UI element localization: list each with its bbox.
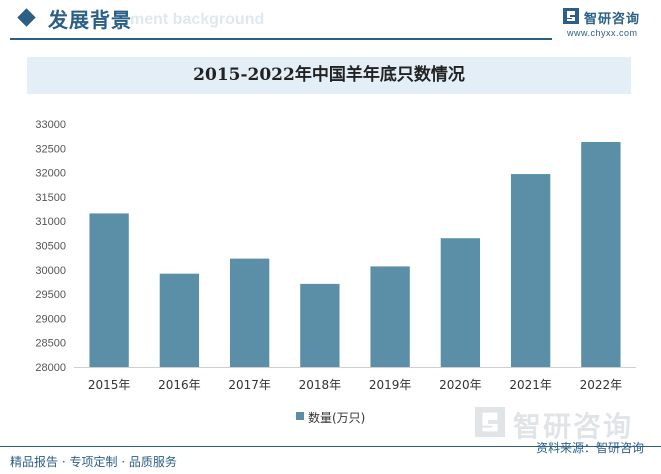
source-note: 资料来源：智研咨询 xyxy=(536,441,645,455)
logo-text: 智研咨询 xyxy=(584,12,641,27)
watermark-logo-icon xyxy=(475,407,505,437)
y-tick-label: 28000 xyxy=(35,362,66,374)
y-tick-label: 31000 xyxy=(35,216,66,228)
bars xyxy=(89,141,621,367)
y-tick-label: 33000 xyxy=(35,119,66,131)
bar-chart: 28000 28500 29000 29500 30000 30500 31000 31500… xyxy=(35,119,636,392)
x-tick-label: 2018年 xyxy=(299,378,342,392)
footer-slogan: 精品报告 · 专项定制 · 品质服务 xyxy=(10,455,177,469)
section-title: 发展背景 xyxy=(48,8,132,32)
diamond-icon xyxy=(17,8,36,27)
section-subtitle: ment background xyxy=(130,11,265,28)
x-tick-label: 2015年 xyxy=(88,378,131,392)
x-tick-label: 2016年 xyxy=(158,378,201,392)
bar-2016年 xyxy=(159,273,200,367)
logo-url: www.chyxx.com xyxy=(567,28,638,38)
bar-2021年 xyxy=(510,174,551,367)
footer-divider xyxy=(0,446,661,447)
y-tick-label: 31500 xyxy=(35,192,66,204)
y-tick-label: 30000 xyxy=(35,265,66,277)
x-tick-label: 2019年 xyxy=(369,378,412,392)
y-tick-label: 32000 xyxy=(35,168,66,180)
bar-2022年 xyxy=(581,141,621,367)
y-axis: 28000 28500 29000 29500 30000 30500 31000 31500… xyxy=(35,119,66,374)
header-divider xyxy=(10,38,552,40)
y-tick-label: 29000 xyxy=(35,313,66,325)
x-tick-label: 2020年 xyxy=(439,378,482,392)
chart-title-banner: 2015-2022年中国羊年底只数情况 xyxy=(27,57,631,94)
legend-swatch xyxy=(296,412,304,420)
bar-2015年 xyxy=(89,213,129,367)
watermark-text: 智研咨询 xyxy=(513,410,634,443)
header: 发展背景 ment background xyxy=(0,0,661,40)
x-tick-label: 2021年 xyxy=(509,378,552,392)
bar-2019年 xyxy=(370,266,410,367)
bar-2018年 xyxy=(300,283,340,367)
bar-2020年 xyxy=(440,238,481,367)
watermark: 智研咨询 xyxy=(475,407,655,443)
logo-icon xyxy=(563,8,579,24)
y-tick-label: 32500 xyxy=(35,143,66,155)
y-tick-label: 30500 xyxy=(35,241,66,253)
brand-logo: 智研咨询 xyxy=(563,7,655,27)
x-tick-label: 2017年 xyxy=(228,378,271,392)
x-axis: 2015年 2016年 2017年 2018年 2019年 2020年 2021年 2022年 xyxy=(88,378,622,392)
legend-label: 数量(万只) xyxy=(308,411,366,425)
y-tick-label: 28500 xyxy=(35,338,66,350)
bar-2017年 xyxy=(229,258,270,367)
y-tick-label: 29500 xyxy=(35,289,66,301)
x-tick-label: 2022年 xyxy=(580,378,623,392)
chart-title: 2015-2022年中国羊年底只数情况 xyxy=(193,65,465,85)
